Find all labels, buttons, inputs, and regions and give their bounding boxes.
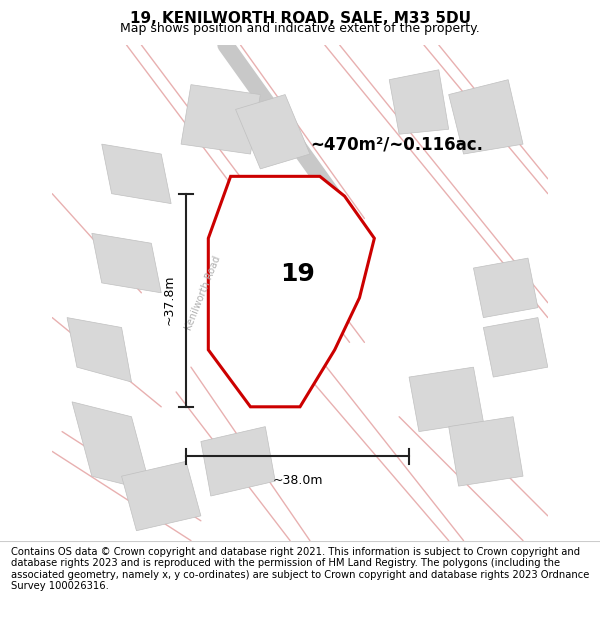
Polygon shape — [122, 461, 201, 531]
Text: 19: 19 — [281, 262, 316, 286]
Text: Map shows position and indicative extent of the property.: Map shows position and indicative extent… — [120, 22, 480, 35]
Polygon shape — [449, 80, 523, 154]
Polygon shape — [201, 427, 275, 496]
Text: ~470m²/~0.116ac.: ~470m²/~0.116ac. — [310, 135, 483, 153]
Polygon shape — [409, 367, 484, 432]
Polygon shape — [236, 94, 310, 169]
Polygon shape — [473, 258, 538, 318]
Polygon shape — [72, 402, 151, 491]
Text: ~37.8m: ~37.8m — [163, 275, 176, 326]
Polygon shape — [67, 318, 131, 382]
Polygon shape — [102, 144, 171, 204]
Polygon shape — [389, 70, 449, 134]
Polygon shape — [181, 84, 260, 154]
Polygon shape — [208, 176, 374, 407]
Polygon shape — [449, 417, 523, 486]
Text: Kenilworth Road: Kenilworth Road — [184, 254, 223, 331]
Polygon shape — [484, 318, 548, 377]
Text: 19, KENILWORTH ROAD, SALE, M33 5DU: 19, KENILWORTH ROAD, SALE, M33 5DU — [130, 11, 470, 26]
Text: ~38.0m: ~38.0m — [272, 474, 323, 487]
Text: Contains OS data © Crown copyright and database right 2021. This information is : Contains OS data © Crown copyright and d… — [11, 546, 589, 591]
Polygon shape — [92, 233, 161, 292]
